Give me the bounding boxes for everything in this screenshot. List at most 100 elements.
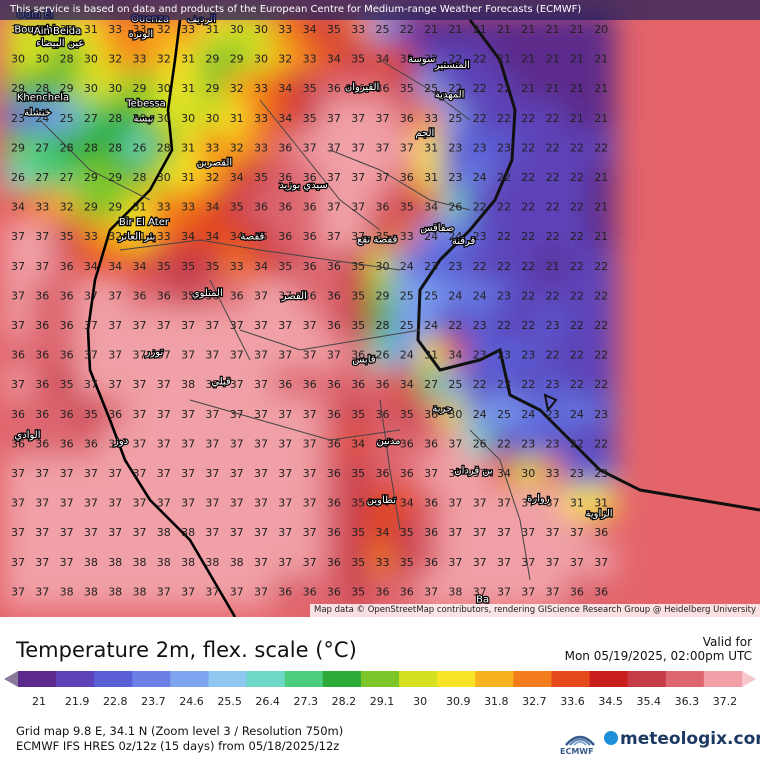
- field-cell: [52, 219, 81, 253]
- admin-border: [239, 329, 421, 351]
- field-cell: [514, 456, 543, 490]
- map-title: Temperature 2m, flex. scale (°C): [16, 638, 357, 662]
- grid-value: 30: [205, 112, 219, 125]
- field-cell: [246, 574, 276, 609]
- grid-value: 22: [448, 319, 462, 332]
- grid-value: 36: [303, 201, 317, 214]
- field-cell: [392, 130, 421, 165]
- grid-value: 21: [570, 23, 584, 36]
- grid-value: 37: [181, 437, 195, 450]
- grid-value: 37: [11, 497, 25, 510]
- grid-value: 21: [521, 53, 535, 66]
- grid-value: 25: [376, 23, 390, 36]
- grid-value: 37: [11, 556, 25, 569]
- field-cell: [368, 337, 397, 372]
- field-cell: [489, 308, 519, 342]
- field-cell: [271, 456, 300, 490]
- grid-value: 37: [157, 408, 171, 421]
- field-cell: [465, 249, 494, 283]
- grid-value: 35: [327, 23, 341, 36]
- grid-value: 36: [157, 289, 171, 302]
- grid-value: 36: [278, 171, 292, 184]
- admin-border: [119, 239, 401, 271]
- field-cell: [173, 189, 203, 224]
- field-cell: [198, 189, 227, 224]
- field-cell: [489, 485, 519, 520]
- city-label: بن قردان: [454, 466, 492, 477]
- grid-value: 35: [351, 526, 365, 539]
- field-cell: [344, 574, 373, 609]
- field-cell: [3, 71, 33, 105]
- field-cell: [149, 515, 178, 549]
- field-cell: [101, 337, 130, 372]
- field-cell: [101, 101, 130, 135]
- field-cell: [125, 71, 154, 105]
- grid-value: 37: [546, 585, 560, 598]
- field-cell: [514, 337, 543, 372]
- field-cell: [3, 426, 33, 461]
- scale-swatch: [284, 671, 324, 687]
- grid-value: 22: [570, 378, 584, 391]
- field-cell: [416, 130, 446, 165]
- field-cell: [76, 456, 106, 490]
- field-cell: [587, 515, 616, 549]
- field-cell: [222, 426, 251, 461]
- grid-value: 36: [278, 378, 292, 391]
- grid-value: 37: [205, 526, 219, 539]
- brand-logo[interactable]: meteologix.com: [604, 729, 760, 749]
- grid-value: 37: [327, 230, 341, 243]
- field-cell: [101, 160, 130, 194]
- grid-value: 32: [230, 141, 244, 154]
- field-cell: [173, 426, 203, 461]
- grid-value: 35: [400, 556, 414, 569]
- grid-value: 22: [570, 437, 584, 450]
- grid-value: 36: [424, 437, 438, 450]
- grid-value: 26: [448, 201, 462, 214]
- field-cell: [319, 101, 349, 135]
- field-cell: [173, 367, 203, 401]
- grid-value: 37: [230, 319, 244, 332]
- grid-value: 37: [11, 467, 25, 480]
- field-cell: [52, 426, 81, 461]
- field-cell: [344, 101, 373, 135]
- grid-value: 21: [546, 53, 560, 66]
- weather-map[interactable]: 30 30 30 31 33 33 32 33 31 30 30 33 34 35 33 25 22 21 21 21…: [0, 0, 760, 617]
- field-cell: [514, 71, 543, 105]
- field-cell: [52, 367, 81, 401]
- field-cell: [76, 189, 106, 224]
- grid-value: 34: [205, 201, 219, 214]
- grid-value: 29: [11, 141, 25, 154]
- grid-value: 23: [448, 141, 462, 154]
- grid-value: 37: [181, 585, 195, 598]
- grid-value: 21: [473, 23, 487, 36]
- field-cell: [441, 71, 470, 105]
- city-label: تطاوين: [367, 495, 396, 506]
- grid-value: 37: [108, 437, 122, 450]
- city-label: المتلوي: [192, 288, 223, 299]
- field-cell: [538, 130, 567, 165]
- field-cell: [246, 367, 276, 401]
- scale-swatch: [513, 671, 553, 687]
- map-attribution[interactable]: Map data © OpenStreetMap contributors, r…: [310, 604, 760, 617]
- field-cell: [514, 515, 543, 549]
- field-cell: [392, 41, 421, 76]
- field-cell: [319, 130, 349, 165]
- field-cell: [198, 456, 227, 490]
- scale-swatch: [437, 671, 476, 687]
- scale-tick-label: 21.9: [64, 695, 90, 708]
- scale-tick-label: 23.7: [141, 695, 166, 708]
- field-cell: [76, 101, 106, 135]
- field-cell: [28, 278, 57, 313]
- grid-value: 23: [497, 289, 511, 302]
- field-cell: [222, 367, 251, 401]
- field-cell: [173, 308, 203, 342]
- field-cell: [149, 426, 178, 461]
- field-cell: [392, 426, 421, 461]
- grid-value: 29: [84, 201, 98, 214]
- field-cell: [416, 71, 446, 105]
- grid-value: 30: [157, 82, 171, 95]
- field-cell: [3, 367, 33, 401]
- field-cell: [3, 545, 33, 579]
- grid-value: 21: [521, 23, 535, 36]
- grid-value: 36: [400, 585, 414, 598]
